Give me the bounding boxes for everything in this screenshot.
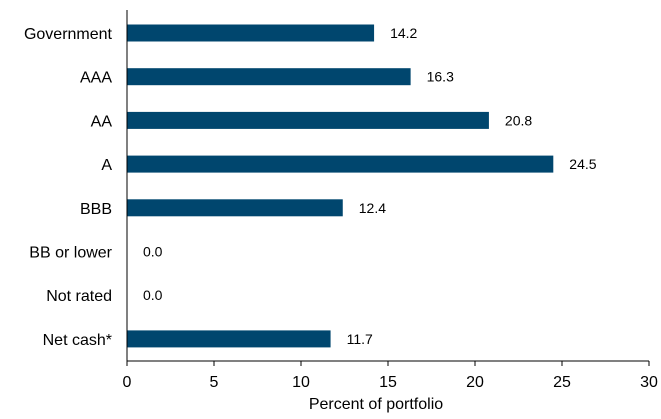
x-axis: 0 5 10 15 20 25 30 — [123, 10, 658, 391]
value-label-government: 14.2 — [390, 25, 417, 41]
value-label-aa: 20.8 — [505, 112, 532, 128]
bar-aaa — [127, 68, 411, 86]
value-label-not-rated: 0.0 — [143, 287, 163, 303]
x-tick-label: 10 — [292, 374, 310, 391]
category-label-net-cash: Net cash* — [43, 332, 112, 349]
bars-layer — [127, 24, 554, 348]
x-tick-label: 15 — [379, 374, 397, 391]
category-label-not-rated: Not rated — [46, 288, 112, 305]
value-label-bb-or-lower: 0.0 — [143, 244, 163, 260]
category-label-bbb: BBB — [80, 201, 112, 218]
category-label-bb-or-lower: BB or lower — [29, 245, 112, 262]
bar-government — [127, 24, 375, 42]
value-label-net-cash: 11.7 — [347, 331, 373, 347]
x-tick-label: 0 — [123, 374, 132, 391]
bar-a — [127, 155, 554, 173]
x-tick-label: 5 — [210, 374, 219, 391]
category-label-aa: AA — [91, 113, 113, 130]
bar-aa — [127, 111, 489, 129]
bar-bbb — [127, 199, 343, 217]
category-label-aaa: AAA — [80, 70, 112, 87]
x-axis-title: Percent of portfolio — [309, 396, 443, 413]
value-label-bbb: 12.4 — [359, 200, 386, 216]
x-tick-label: 20 — [466, 374, 484, 391]
value-label-a: 24.5 — [569, 156, 596, 172]
x-tick-label: 25 — [553, 374, 571, 391]
category-label-a: A — [101, 157, 112, 174]
x-tick-label: 30 — [640, 374, 658, 391]
value-label-aaa: 16.3 — [427, 69, 454, 85]
category-label-government: Government — [24, 26, 113, 43]
bar-net-cash — [127, 330, 331, 348]
value-labels: 14.2 16.3 20.8 24.5 12.4 0.0 0.0 11.7 — [143, 25, 597, 347]
